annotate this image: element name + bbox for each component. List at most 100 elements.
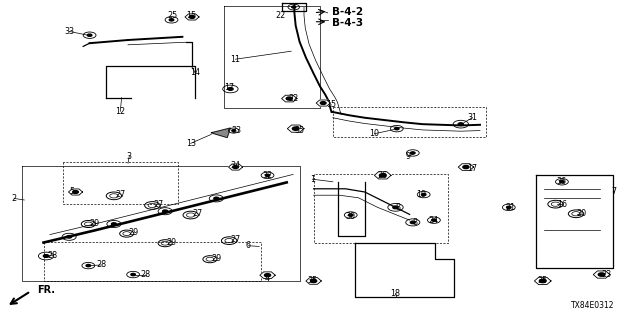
Circle shape (111, 223, 116, 225)
Polygon shape (458, 164, 474, 170)
Polygon shape (185, 14, 199, 20)
Text: 14: 14 (190, 68, 200, 77)
Circle shape (169, 19, 174, 21)
Text: 15: 15 (326, 100, 337, 109)
Text: 17: 17 (467, 164, 477, 173)
Circle shape (214, 197, 219, 200)
Text: 8: 8 (396, 203, 401, 212)
Circle shape (422, 193, 426, 196)
Text: 27: 27 (154, 200, 164, 209)
Text: 23: 23 (602, 270, 612, 279)
Circle shape (410, 221, 415, 224)
Circle shape (44, 255, 49, 257)
Polygon shape (282, 95, 297, 102)
Text: 11: 11 (230, 55, 241, 64)
Text: 34: 34 (230, 161, 241, 170)
Text: 32: 32 (262, 171, 273, 180)
Text: 27: 27 (192, 209, 202, 218)
Text: 36: 36 (557, 177, 567, 186)
Text: 26: 26 (378, 171, 388, 180)
Polygon shape (306, 278, 321, 284)
Polygon shape (260, 272, 275, 278)
Text: 18: 18 (390, 289, 401, 298)
Text: 22: 22 (288, 94, 298, 103)
Polygon shape (593, 271, 610, 278)
Text: 35: 35 (307, 276, 317, 285)
Text: 35: 35 (294, 126, 305, 135)
Circle shape (559, 180, 564, 183)
Polygon shape (374, 172, 391, 179)
Text: 29: 29 (90, 219, 100, 228)
Text: 28: 28 (47, 251, 58, 260)
Circle shape (292, 6, 296, 8)
Text: 12: 12 (115, 107, 125, 116)
Text: 28: 28 (96, 260, 106, 269)
Text: 29: 29 (166, 238, 177, 247)
Circle shape (393, 206, 398, 209)
Text: 9: 9 (406, 152, 411, 161)
Text: 3: 3 (127, 152, 132, 161)
Circle shape (86, 264, 91, 267)
Text: FR.: FR. (37, 284, 55, 295)
Circle shape (411, 152, 415, 154)
Text: 13: 13 (186, 139, 196, 148)
Circle shape (598, 273, 605, 276)
Circle shape (310, 279, 317, 283)
Text: 4: 4 (265, 274, 270, 283)
Text: 27: 27 (115, 190, 125, 199)
Text: TX84E0312: TX84E0312 (571, 301, 614, 310)
Circle shape (232, 130, 236, 132)
Text: 24: 24 (429, 216, 439, 225)
Circle shape (394, 127, 399, 130)
Text: 6: 6 (246, 241, 251, 250)
Circle shape (163, 210, 168, 212)
Text: 25: 25 (168, 11, 178, 20)
Polygon shape (228, 164, 243, 170)
Circle shape (292, 127, 299, 130)
Polygon shape (287, 125, 304, 132)
Text: 19: 19 (416, 190, 426, 199)
Circle shape (131, 273, 136, 276)
Text: 22: 22 (275, 11, 285, 20)
Text: 16: 16 (557, 200, 567, 209)
Text: 31: 31 (467, 113, 477, 122)
Circle shape (88, 34, 92, 36)
Circle shape (286, 97, 292, 100)
Text: 28: 28 (141, 270, 151, 279)
Circle shape (73, 191, 78, 193)
Text: 8: 8 (412, 218, 417, 227)
Text: 29: 29 (128, 228, 138, 237)
Circle shape (228, 88, 233, 90)
Polygon shape (68, 189, 83, 195)
Text: 29: 29 (211, 254, 221, 263)
Circle shape (321, 102, 326, 104)
Circle shape (67, 236, 72, 238)
Circle shape (264, 274, 271, 277)
Circle shape (458, 123, 463, 125)
Polygon shape (316, 100, 330, 106)
Text: 10: 10 (369, 129, 380, 138)
Text: B-4-2: B-4-2 (332, 7, 363, 17)
Text: 35: 35 (538, 276, 548, 285)
Text: 30: 30 (346, 212, 356, 221)
Text: 33: 33 (232, 126, 242, 135)
Text: 1: 1 (310, 175, 315, 184)
Text: 21: 21 (506, 203, 516, 212)
Circle shape (349, 214, 353, 216)
Text: B-4-3: B-4-3 (332, 18, 363, 28)
Text: 2: 2 (12, 194, 17, 203)
Circle shape (432, 219, 436, 221)
Circle shape (380, 174, 386, 177)
Text: 15: 15 (186, 11, 196, 20)
Polygon shape (534, 277, 551, 284)
Circle shape (189, 16, 195, 18)
Circle shape (265, 174, 270, 177)
Text: 33: 33 (64, 27, 74, 36)
Text: 5: 5 (70, 187, 75, 196)
Text: 7: 7 (612, 187, 617, 196)
Circle shape (507, 206, 511, 209)
Circle shape (233, 166, 238, 168)
Circle shape (540, 279, 546, 283)
Circle shape (463, 165, 469, 169)
Polygon shape (211, 128, 230, 138)
